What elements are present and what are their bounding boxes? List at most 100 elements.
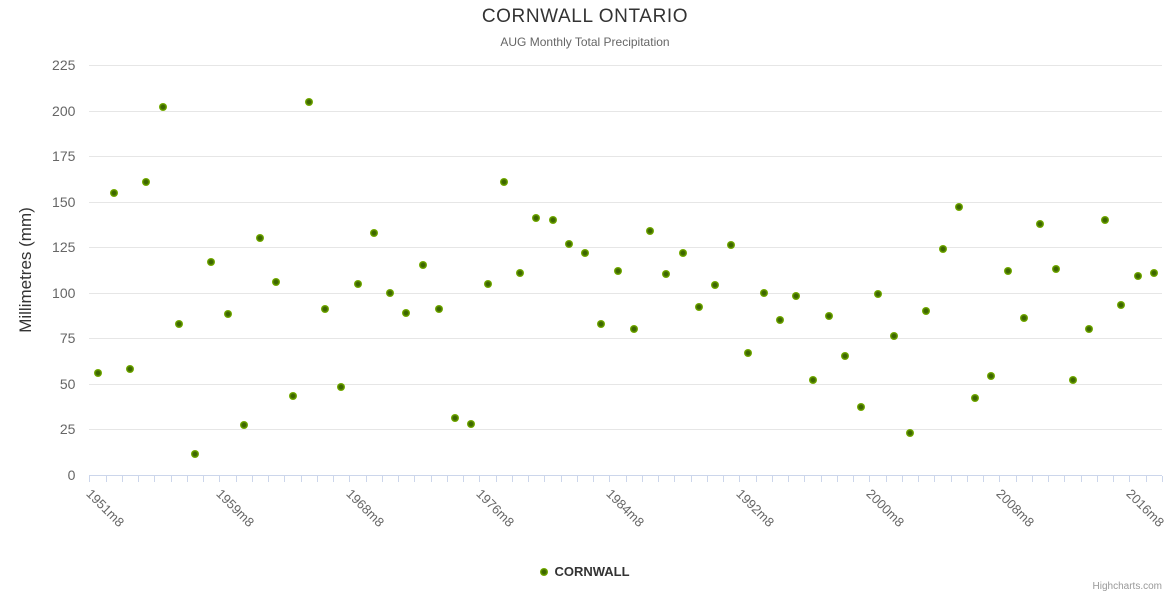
x-axis-tick bbox=[1015, 475, 1017, 482]
data-point[interactable] bbox=[1149, 268, 1158, 277]
data-point[interactable] bbox=[906, 428, 915, 437]
legend-item-label: CORNWALL bbox=[554, 564, 630, 579]
data-point[interactable] bbox=[711, 281, 720, 290]
gridline bbox=[89, 201, 1162, 203]
data-point[interactable] bbox=[1084, 325, 1093, 334]
x-axis-tick bbox=[316, 475, 318, 482]
data-point[interactable] bbox=[889, 332, 898, 341]
data-point[interactable] bbox=[1003, 266, 1012, 275]
data-point[interactable] bbox=[288, 392, 297, 401]
data-point[interactable] bbox=[646, 226, 655, 235]
y-axis-title: Millimetres (mm) bbox=[16, 207, 35, 333]
data-point[interactable] bbox=[402, 308, 411, 317]
data-point[interactable] bbox=[386, 288, 395, 297]
x-axis-tick bbox=[446, 475, 448, 482]
data-point[interactable] bbox=[938, 245, 947, 254]
highcharts-credits-link[interactable]: Highcharts.com bbox=[1092, 581, 1162, 592]
data-point[interactable] bbox=[678, 248, 687, 257]
data-point[interactable] bbox=[613, 266, 622, 275]
x-axis-tick bbox=[1048, 475, 1050, 482]
data-point[interactable] bbox=[792, 292, 801, 301]
data-point[interactable] bbox=[1101, 215, 1110, 224]
x-axis-tick bbox=[625, 475, 627, 482]
x-axis-tick bbox=[251, 475, 253, 482]
data-point[interactable] bbox=[207, 257, 216, 266]
data-point[interactable] bbox=[776, 315, 785, 324]
data-point[interactable] bbox=[223, 310, 232, 319]
x-axis-label: 2000m8 bbox=[862, 485, 907, 530]
data-point[interactable] bbox=[954, 203, 963, 212]
data-point[interactable] bbox=[581, 248, 590, 257]
data-point[interactable] bbox=[109, 188, 118, 197]
data-point[interactable] bbox=[987, 372, 996, 381]
x-axis-tick bbox=[268, 475, 270, 482]
x-axis-tick bbox=[219, 475, 221, 482]
data-point[interactable] bbox=[548, 215, 557, 224]
data-point[interactable] bbox=[483, 279, 492, 288]
data-point[interactable] bbox=[1019, 314, 1028, 323]
data-point[interactable] bbox=[434, 305, 443, 314]
x-axis-tick bbox=[121, 475, 123, 482]
data-point[interactable] bbox=[158, 103, 167, 112]
data-point[interactable] bbox=[353, 279, 362, 288]
y-axis-label: 225 bbox=[52, 57, 76, 74]
data-point[interactable] bbox=[467, 419, 476, 428]
x-axis-tick bbox=[414, 475, 416, 482]
data-point[interactable] bbox=[759, 288, 768, 297]
data-point[interactable] bbox=[191, 450, 200, 459]
data-point[interactable] bbox=[824, 312, 833, 321]
data-point[interactable] bbox=[743, 348, 752, 357]
y-axis-label: 200 bbox=[52, 102, 76, 119]
data-point[interactable] bbox=[1036, 219, 1045, 228]
x-axis-label: 1992m8 bbox=[732, 485, 777, 530]
data-point[interactable] bbox=[499, 177, 508, 186]
data-point[interactable] bbox=[516, 268, 525, 277]
x-axis-tick bbox=[511, 475, 513, 482]
data-point[interactable] bbox=[727, 241, 736, 250]
data-point[interactable] bbox=[174, 319, 183, 328]
x-axis-tick bbox=[853, 475, 855, 482]
data-point[interactable] bbox=[1133, 272, 1142, 281]
legend-item-cornwall[interactable]: CORNWALL bbox=[540, 564, 630, 579]
data-point[interactable] bbox=[857, 403, 866, 412]
data-point[interactable] bbox=[1052, 265, 1061, 274]
data-point[interactable] bbox=[142, 177, 151, 186]
data-point[interactable] bbox=[532, 214, 541, 223]
data-point[interactable] bbox=[1068, 375, 1077, 384]
gridline bbox=[89, 247, 1162, 249]
data-point[interactable] bbox=[564, 239, 573, 248]
x-axis-tick bbox=[349, 475, 351, 482]
x-axis-label: 1984m8 bbox=[602, 485, 647, 530]
x-axis-tick bbox=[739, 475, 741, 482]
x-axis-tick bbox=[560, 475, 562, 482]
data-point[interactable] bbox=[629, 325, 638, 334]
data-point[interactable] bbox=[922, 306, 931, 315]
data-point[interactable] bbox=[369, 228, 378, 237]
data-point[interactable] bbox=[126, 365, 135, 374]
data-point[interactable] bbox=[841, 352, 850, 361]
x-axis-tick bbox=[430, 475, 432, 482]
x-axis-tick bbox=[1129, 475, 1131, 482]
data-point[interactable] bbox=[597, 319, 606, 328]
data-point[interactable] bbox=[873, 290, 882, 299]
data-point[interactable] bbox=[239, 421, 248, 430]
x-axis-tick bbox=[609, 475, 611, 482]
data-point[interactable] bbox=[256, 234, 265, 243]
data-point[interactable] bbox=[1117, 301, 1126, 310]
x-axis-line bbox=[89, 474, 1162, 476]
data-point[interactable] bbox=[93, 368, 102, 377]
data-point[interactable] bbox=[304, 97, 313, 106]
x-axis-tick bbox=[804, 475, 806, 482]
data-point[interactable] bbox=[451, 414, 460, 423]
data-point[interactable] bbox=[694, 303, 703, 312]
data-point[interactable] bbox=[337, 383, 346, 392]
data-point[interactable] bbox=[971, 394, 980, 403]
data-point[interactable] bbox=[808, 375, 817, 384]
x-axis-tick bbox=[593, 475, 595, 482]
gridline bbox=[89, 292, 1162, 294]
data-point[interactable] bbox=[272, 277, 281, 286]
data-point[interactable] bbox=[662, 270, 671, 279]
x-axis-tick bbox=[333, 475, 335, 482]
data-point[interactable] bbox=[418, 261, 427, 270]
data-point[interactable] bbox=[321, 305, 330, 314]
